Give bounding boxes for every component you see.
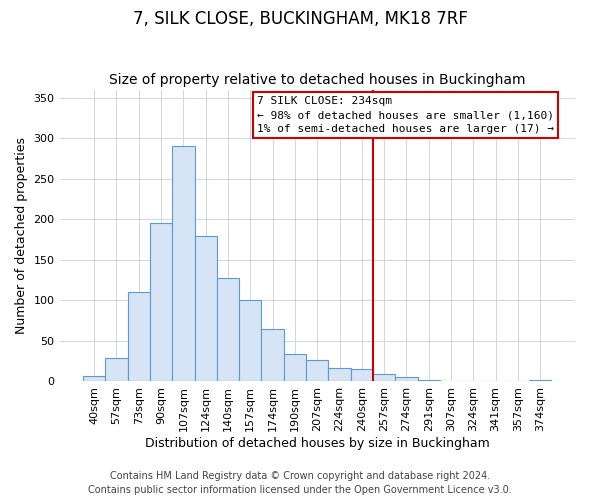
Bar — [150, 224, 172, 382]
Bar — [128, 292, 150, 382]
Bar — [529, 380, 551, 382]
Bar — [306, 360, 328, 382]
Bar — [194, 236, 217, 382]
Bar — [373, 374, 395, 382]
X-axis label: Distribution of detached houses by size in Buckingham: Distribution of detached houses by size … — [145, 437, 490, 450]
Bar — [239, 300, 262, 382]
Text: 7, SILK CLOSE, BUCKINGHAM, MK18 7RF: 7, SILK CLOSE, BUCKINGHAM, MK18 7RF — [133, 10, 467, 28]
Bar — [395, 378, 418, 382]
Title: Size of property relative to detached houses in Buckingham: Size of property relative to detached ho… — [109, 73, 526, 87]
Bar — [418, 380, 440, 382]
Y-axis label: Number of detached properties: Number of detached properties — [15, 137, 28, 334]
Text: 7 SILK CLOSE: 234sqm
← 98% of detached houses are smaller (1,160)
1% of semi-det: 7 SILK CLOSE: 234sqm ← 98% of detached h… — [257, 96, 554, 134]
Bar — [507, 380, 529, 382]
Bar — [105, 358, 128, 382]
Text: Contains HM Land Registry data © Crown copyright and database right 2024.
Contai: Contains HM Land Registry data © Crown c… — [88, 471, 512, 495]
Bar — [350, 370, 373, 382]
Bar — [217, 278, 239, 382]
Bar — [172, 146, 194, 382]
Bar — [328, 368, 350, 382]
Bar — [262, 329, 284, 382]
Bar — [83, 376, 105, 382]
Bar — [284, 354, 306, 382]
